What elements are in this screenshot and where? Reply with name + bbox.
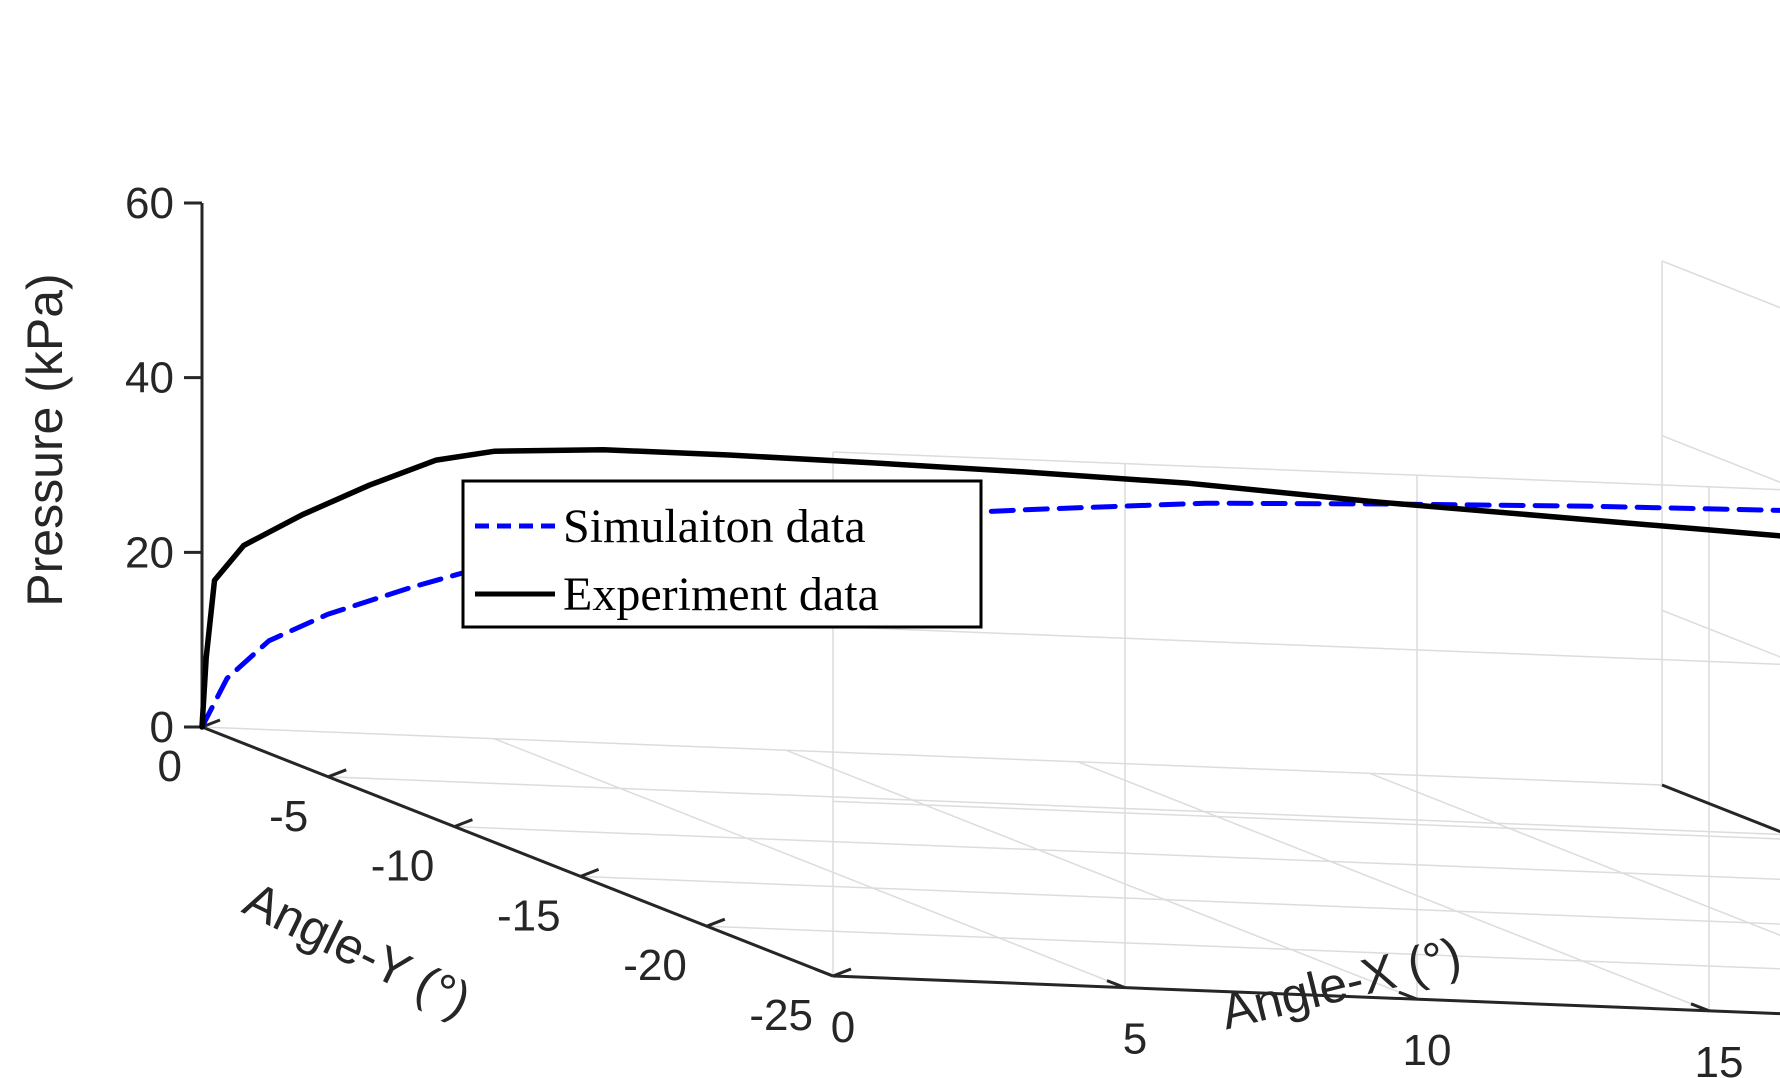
y-tick-label: -10 (371, 842, 435, 891)
legend: Simulaiton data Experiment data (461, 479, 983, 629)
floor-grid-line (706, 925, 1780, 970)
x-tick-label: 10 (1403, 1026, 1452, 1075)
x-tick-mark (1690, 1002, 1710, 1013)
simulation-series-line (199, 500, 1780, 730)
x-tick-label: 0 (831, 1003, 855, 1052)
y-tick-mark (327, 768, 347, 779)
back-wall-grid-line (832, 451, 1780, 491)
legend-label-simulation: Simulaiton data (563, 500, 866, 553)
floor-grid-line (493, 737, 1126, 989)
y-tick-mark (453, 818, 473, 828)
floor-grid-line (454, 825, 1780, 881)
y-axis-line (201, 725, 834, 978)
side-wall-grid-line (1661, 609, 1780, 658)
z-tick-label: 20 (125, 528, 174, 577)
floor-grid-line (1661, 784, 1780, 833)
floor-grid-line (785, 749, 1418, 1000)
y-tick-label: 0 (158, 742, 182, 791)
floor-grid-line (1369, 772, 1780, 936)
y-axis-label: Angle-Y (°) (235, 871, 479, 1028)
y-tick-mark (580, 868, 600, 878)
x-tick-mark (1106, 979, 1126, 989)
y-tick-mark (706, 917, 726, 928)
series-lines (199, 446, 1780, 730)
y-tick-label: -25 (749, 991, 813, 1040)
legend-box (461, 479, 983, 629)
x-tick-label: 5 (1123, 1015, 1147, 1064)
grid-lines (201, 260, 1780, 1015)
x-tick-mark (1398, 990, 1418, 1001)
side-wall-grid-line (1661, 260, 1780, 309)
back-wall-grid-line (832, 625, 1780, 666)
x-tick-mark (814, 967, 834, 978)
axes (184, 201, 1780, 1016)
floor-grid-line (328, 776, 1780, 836)
y-tick-mark (832, 967, 852, 978)
floor-grid-line (1077, 761, 1710, 1012)
x-tick-label: 15 (1695, 1038, 1744, 1078)
y-tick-label: -15 (497, 891, 561, 940)
z-tick-label: 60 (125, 179, 174, 228)
y-tick-label: -5 (269, 792, 308, 841)
z-axis-label: Pressure (kPa) (17, 273, 73, 606)
x-axis-line (832, 974, 1780, 1016)
experiment-series-line (199, 446, 1780, 730)
side-wall-grid-line (1661, 784, 1780, 833)
z-tick-label: 40 (125, 354, 174, 403)
z-tick-label: 0 (150, 703, 174, 752)
x-axis-label: Angle-X (°) (1215, 927, 1466, 1041)
x-axis-end-line (1661, 783, 1780, 834)
floor-grid-line (580, 875, 1780, 925)
back-wall-grid-line (832, 800, 1780, 840)
floor-grid-line (201, 726, 1663, 786)
side-wall-grid-line (1661, 434, 1780, 484)
y-tick-label: -20 (623, 941, 687, 990)
legend-label-experiment: Experiment data (563, 568, 879, 621)
